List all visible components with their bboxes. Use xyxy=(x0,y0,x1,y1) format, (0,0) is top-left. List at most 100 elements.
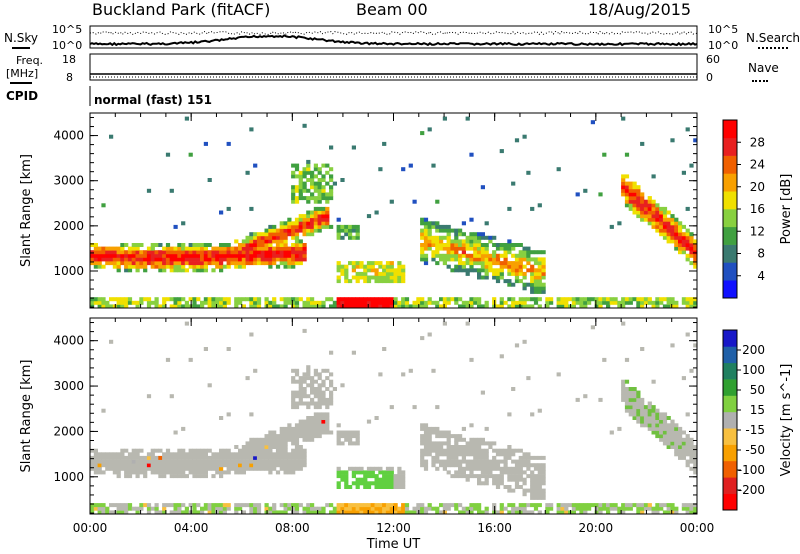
heatmap-cell xyxy=(465,257,470,262)
heatmap-cell xyxy=(537,408,542,413)
heatmap-cell xyxy=(480,246,485,251)
heatmap-cell xyxy=(537,488,542,493)
heatmap-cell xyxy=(541,492,546,497)
heatmap-cell xyxy=(256,250,262,255)
heatmap-cell xyxy=(336,228,341,233)
heatmap-cell xyxy=(313,510,318,515)
heatmap-cell xyxy=(238,243,243,247)
heatmap-cell xyxy=(678,232,683,237)
heatmap-cell xyxy=(162,463,167,468)
heatmap-cell xyxy=(670,434,675,439)
heatmap-cell xyxy=(203,246,208,251)
heatmap-cell xyxy=(105,261,110,266)
heatmap-cell xyxy=(530,495,535,500)
heatmap-cell xyxy=(222,300,227,305)
heatmap-cell xyxy=(590,325,595,330)
noise-left-tick-bottom: 10^0 xyxy=(52,39,83,52)
heatmap-cell xyxy=(401,470,406,475)
heatmap-cell xyxy=(632,390,637,395)
heatmap-cell xyxy=(355,466,360,471)
heatmap-cell xyxy=(681,376,686,381)
heatmap-cell xyxy=(241,250,246,255)
heatmap-cell xyxy=(351,275,356,280)
heatmap-cell xyxy=(454,235,459,240)
heatmap-cell xyxy=(355,434,360,439)
heatmap-cell xyxy=(636,390,641,395)
x-tick-label: 00:00 xyxy=(680,521,715,535)
heatmap-cell xyxy=(492,268,497,273)
heatmap-cell xyxy=(404,297,410,302)
heatmap-cell xyxy=(90,304,95,309)
heatmap-cell xyxy=(329,196,334,201)
heatmap-cell xyxy=(105,300,110,305)
heatmap-cell xyxy=(165,463,171,468)
heatmap-cell xyxy=(313,228,318,233)
heatmap-cell xyxy=(313,304,318,309)
heatmap-cell xyxy=(143,261,148,266)
heatmap-cell xyxy=(461,264,466,269)
heatmap-cell xyxy=(613,300,618,305)
heatmap-cell xyxy=(196,243,201,247)
heatmap-cell xyxy=(150,466,155,471)
heatmap-cell xyxy=(150,257,155,262)
heatmap-cell xyxy=(321,412,326,417)
heatmap-cell xyxy=(454,506,459,511)
heatmap-cell xyxy=(685,437,690,442)
heatmap-cell xyxy=(655,228,660,233)
heatmap-cell xyxy=(355,275,360,280)
heatmap-cell xyxy=(439,503,444,508)
heatmap-cell xyxy=(594,510,599,515)
heatmap-cell xyxy=(192,470,197,475)
heatmap-cell xyxy=(279,253,284,258)
heatmap-cell xyxy=(139,503,144,508)
heatmap-cell xyxy=(636,206,641,211)
heatmap-cell xyxy=(435,405,440,410)
heatmap-cell xyxy=(158,470,163,475)
heatmap-cell xyxy=(503,264,508,269)
heatmap-cell xyxy=(253,243,258,247)
heatmap-cell xyxy=(420,336,425,341)
heatmap-cell xyxy=(279,448,284,453)
heatmap-cell xyxy=(116,474,121,479)
heatmap-cell xyxy=(522,275,527,280)
heatmap-cell xyxy=(549,297,554,302)
heatmap-cell xyxy=(253,300,258,305)
heatmap-cell xyxy=(469,232,474,237)
heatmap-cell xyxy=(321,506,326,511)
heatmap-cell xyxy=(169,297,174,302)
heatmap-cell xyxy=(192,448,197,453)
heatmap-cell xyxy=(348,510,353,515)
heatmap-cell xyxy=(655,300,660,305)
colorbar-segment xyxy=(723,262,737,281)
heatmap-cell xyxy=(139,257,144,262)
heatmap-cell xyxy=(306,383,311,388)
y-tick-label: 2000 xyxy=(53,219,84,233)
heatmap-cell xyxy=(131,452,136,457)
heatmap-cell xyxy=(215,459,220,464)
heatmap-cell xyxy=(264,239,269,244)
heatmap-cell xyxy=(287,224,292,229)
heatmap-cell xyxy=(97,455,102,460)
heatmap-cell xyxy=(450,463,455,468)
heatmap-cell xyxy=(503,463,508,468)
heatmap-cell xyxy=(302,304,307,309)
heatmap-cell xyxy=(177,510,182,515)
heatmap-cell xyxy=(101,506,106,511)
heatmap-cell xyxy=(154,463,159,468)
heatmap-cell xyxy=(272,437,277,442)
heatmap-cell xyxy=(291,224,296,229)
nave-label: Nave xyxy=(748,61,779,75)
heatmap-cell xyxy=(135,257,140,262)
heatmap-cell xyxy=(329,397,334,402)
heatmap-cell xyxy=(670,221,675,226)
heatmap-cell xyxy=(423,434,429,439)
heatmap-cell xyxy=(340,297,345,302)
heatmap-cell xyxy=(541,271,546,276)
heatmap-cell xyxy=(541,286,546,291)
heatmap-cell xyxy=(503,261,508,266)
heatmap-cell xyxy=(393,477,398,482)
heatmap-cell xyxy=(359,304,364,309)
heatmap-cell xyxy=(366,300,372,305)
heatmap-cell xyxy=(560,503,565,508)
heatmap-cell xyxy=(173,268,178,273)
